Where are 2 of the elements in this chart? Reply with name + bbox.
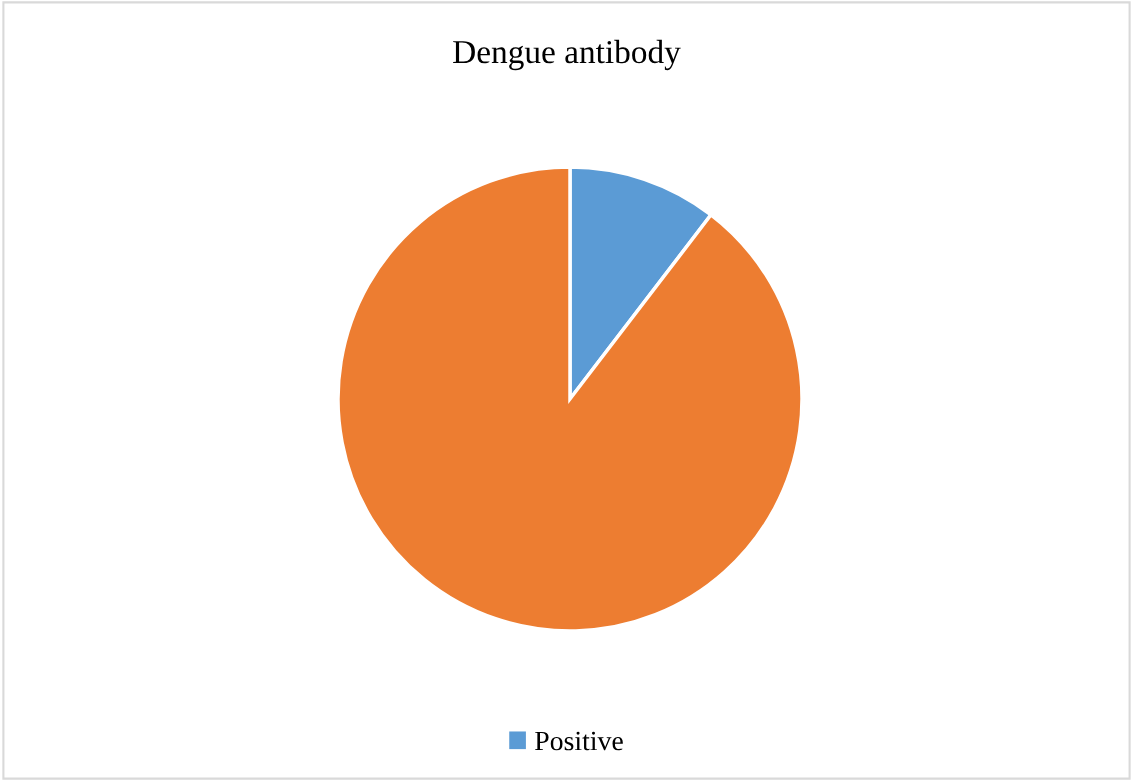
legend-label: Positive [535,731,623,751]
chart-title: Dengue antibody [453,39,681,71]
